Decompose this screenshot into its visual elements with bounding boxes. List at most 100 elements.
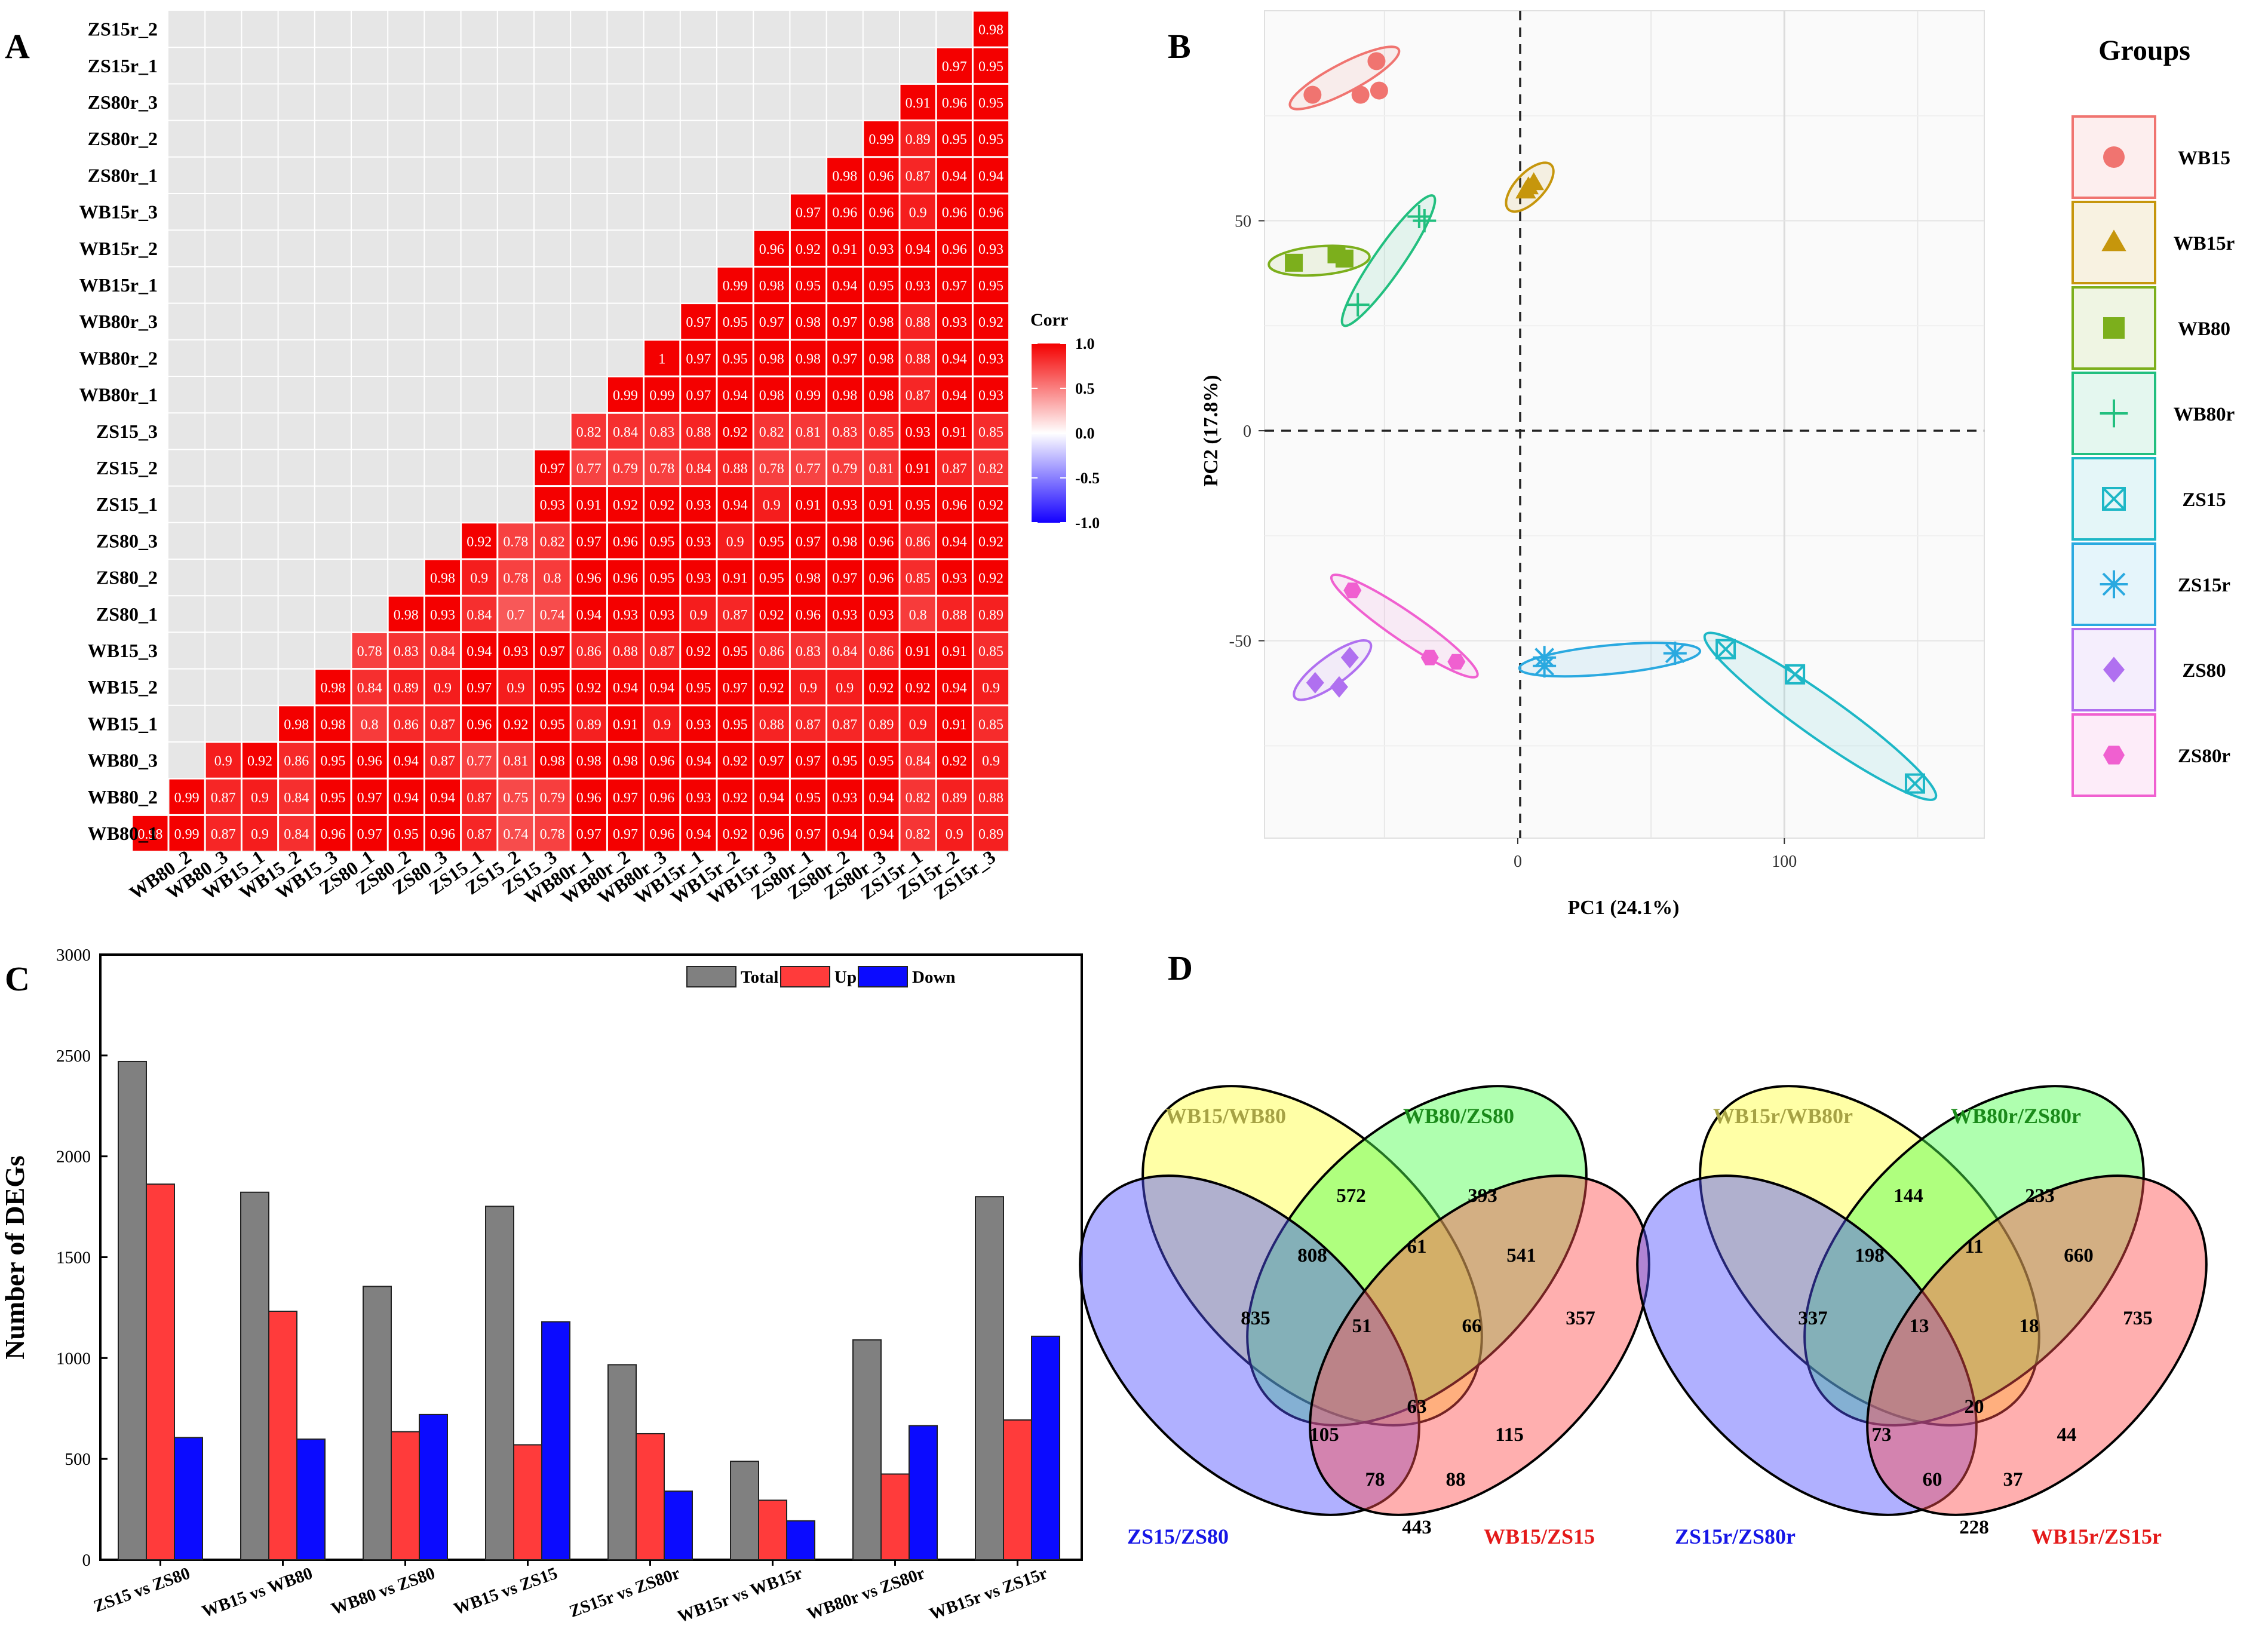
heatmap-cell-value: 0.94 xyxy=(942,168,967,184)
heatmap-cell-value: 0.97 xyxy=(796,827,821,842)
pca-point-asterisk xyxy=(2100,570,2128,599)
heatmap-cell-value: 0.97 xyxy=(832,571,857,587)
heatmap-cell-value: 0.9 xyxy=(982,754,1000,769)
heatmap-cell xyxy=(570,778,607,815)
heatmap-cell-value: 0.98 xyxy=(540,754,565,769)
heatmap-cell xyxy=(900,559,936,596)
heatmap-cell-value: 0.9 xyxy=(726,534,744,550)
heatmap-cell-value: 0.99 xyxy=(174,827,200,842)
pca-point-diamond xyxy=(1330,676,1348,698)
heatmap-cell-value: 0.91 xyxy=(906,461,931,477)
marker-plus xyxy=(1346,293,1370,317)
bar-y-tick-label: 2500 xyxy=(56,1047,91,1066)
pca-point-hexagon xyxy=(1420,649,1439,665)
bar-total xyxy=(975,1196,1004,1560)
bar-total xyxy=(730,1461,759,1561)
heatmap-cell-value: 0.81 xyxy=(503,754,528,769)
heatmap-cell-value: 0.86 xyxy=(284,754,309,769)
heatmap-cell xyxy=(753,706,790,742)
heatmap-cell xyxy=(863,230,900,266)
heatmap-cell-value: 0.89 xyxy=(868,717,894,732)
heatmap-cell-value: 0.83 xyxy=(832,425,857,440)
heatmap-cell xyxy=(936,84,972,121)
heatmap-cell-value: 0.97 xyxy=(723,680,748,696)
heatmap-cell xyxy=(315,706,351,742)
heatmap-row-label: ZS80_2 xyxy=(96,567,158,588)
heatmap-cell xyxy=(168,815,205,852)
heatmap-cell-value: 0.99 xyxy=(613,388,638,404)
heatmap-cell-value: 0.97 xyxy=(686,388,711,404)
heatmap-cell-value: 0.92 xyxy=(796,242,821,257)
pca-ellipse-wb80r xyxy=(1340,194,1437,327)
heatmap-cell xyxy=(827,669,863,706)
heatmap-cell-value: 0.98 xyxy=(868,388,894,404)
heatmap-cell-value: 0.89 xyxy=(906,132,931,148)
heatmap-cell xyxy=(424,742,461,778)
heatmap-cell xyxy=(461,742,498,778)
pca-point-plus xyxy=(1407,204,1431,228)
heatmap-cell-value: 0.87 xyxy=(467,790,492,806)
heatmap-cell-value: 0.97 xyxy=(832,315,857,330)
heatmap-cell-value: 0.88 xyxy=(978,790,1003,806)
heatmap-row-label: ZS15_3 xyxy=(96,421,158,442)
heatmap-cell xyxy=(863,266,900,303)
heatmap-cell-value: 0.87 xyxy=(906,168,931,184)
bar-down xyxy=(786,1520,815,1560)
heatmap-cell-value: 0.98 xyxy=(576,754,601,769)
heatmap-cell xyxy=(534,778,570,815)
heatmap-cell xyxy=(680,669,717,706)
heatmap-cell-value: 0.97 xyxy=(759,754,784,769)
heatmap-row-label: WB80r_2 xyxy=(79,347,158,369)
heatmap-cell xyxy=(717,815,753,852)
heatmap-cell xyxy=(827,486,863,523)
heatmap-cell-value: 0.97 xyxy=(540,461,565,477)
heatmap-cell xyxy=(936,559,972,596)
heatmap-cell-value: 0.92 xyxy=(576,680,601,696)
heatmap-cell-value: 0.87 xyxy=(430,717,455,732)
bar-legend-swatch xyxy=(686,966,736,987)
heatmap-cell xyxy=(607,376,644,413)
heatmap-cell-value: 0.74 xyxy=(503,827,528,842)
heatmap-cell-value: 0.94 xyxy=(868,790,894,806)
heatmap-cell xyxy=(936,596,972,632)
heatmap-cell xyxy=(863,194,900,230)
heatmap-cell-value: 0.92 xyxy=(723,827,748,842)
heatmap-cell xyxy=(534,486,570,523)
heatmap-row-label: ZS15_1 xyxy=(96,493,158,515)
bar-down xyxy=(1031,1335,1060,1560)
heatmap-cell-value: 0.97 xyxy=(796,754,821,769)
heatmap-cell xyxy=(570,596,607,632)
heatmap-cell xyxy=(424,706,461,742)
marker-hexagon xyxy=(1343,582,1362,599)
heatmap-cell-value: 0.9 xyxy=(982,680,1000,696)
heatmap-cell xyxy=(388,632,424,669)
heatmap-cell-value: 0.96 xyxy=(942,96,967,111)
pca-point-boxx xyxy=(2102,487,2126,511)
pca-legend-item-wb15: WB15 xyxy=(2071,115,2230,199)
heatmap-cell-value: 0.93 xyxy=(868,242,894,257)
heatmap-cell xyxy=(644,669,680,706)
pca-legend-label: WB15r xyxy=(2174,233,2235,254)
pca-legend-label: ZS15 xyxy=(2182,489,2226,511)
heatmap-cell-value: 0.87 xyxy=(796,717,821,732)
heatmap-cell-value: 0.81 xyxy=(868,461,894,477)
bar-down xyxy=(296,1438,326,1561)
heatmap-cell-value: 0.95 xyxy=(978,278,1003,294)
heatmap-cell xyxy=(424,559,461,596)
heatmap-cell xyxy=(972,596,1009,632)
heatmap-cell xyxy=(388,778,424,815)
pca-point-triangle xyxy=(1515,180,1536,199)
heatmap-cell-value: 0.82 xyxy=(906,790,931,806)
marker-hexagon xyxy=(2103,746,2125,765)
heatmap-cell-value: 0.99 xyxy=(649,388,674,404)
heatmap-cell xyxy=(863,121,900,157)
marker-circle xyxy=(1351,85,1370,104)
heatmap-cell-value: 0.78 xyxy=(759,461,784,477)
heatmap-cell xyxy=(863,559,900,596)
heatmap-cell-value: 0.93 xyxy=(942,315,967,330)
heatmap-cell-value: 0.91 xyxy=(723,571,748,587)
heatmap-cell xyxy=(534,815,570,852)
heatmap-cell-value: 0.74 xyxy=(540,608,565,623)
heatmap-cell-value: 0.98 xyxy=(832,534,857,550)
heatmap-cell-value: 0.97 xyxy=(576,827,601,842)
